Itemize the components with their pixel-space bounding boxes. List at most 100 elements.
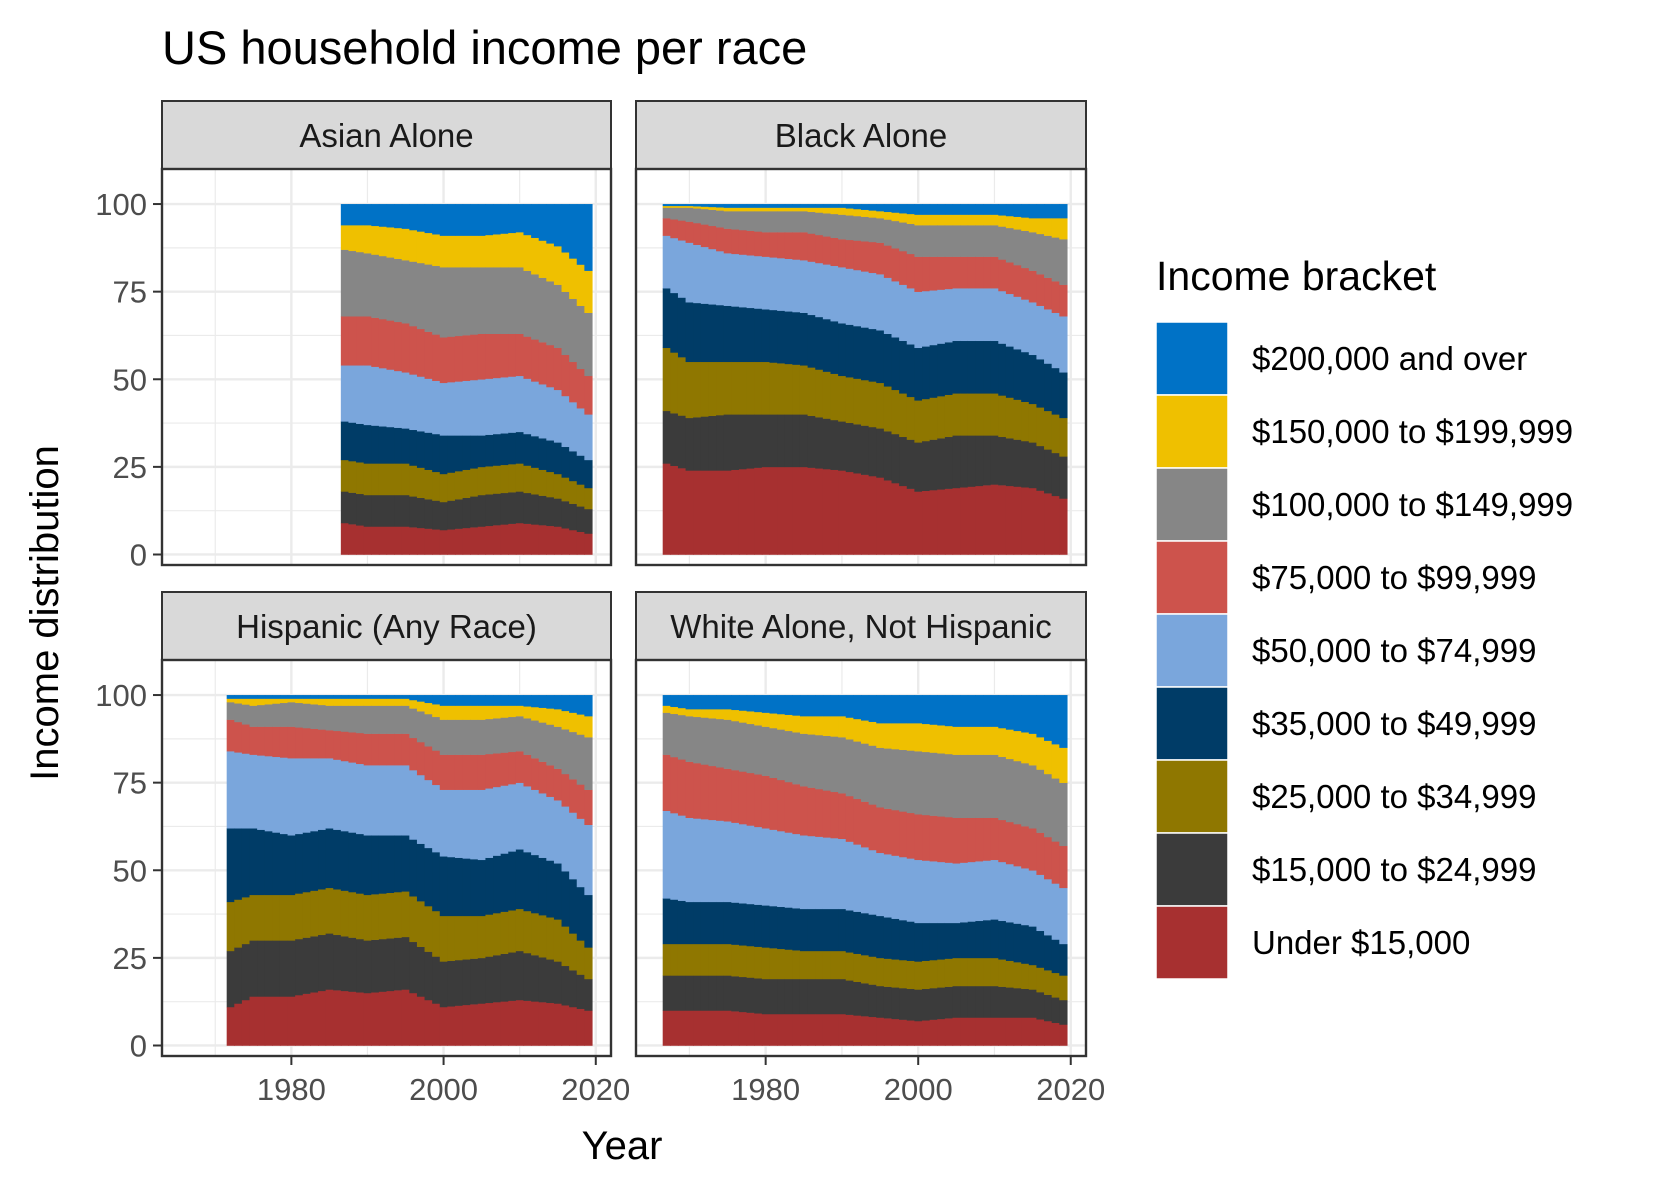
bar-2012-150-000-to-199-999 [531, 706, 540, 721]
legend-key-200-000-and-over [1155, 321, 1229, 396]
bar-1994-25-000-to-34-999 [868, 381, 877, 428]
bar-2007-75-000-to-99-999 [967, 256, 977, 289]
bar-1981-200-000-and-over [769, 695, 778, 714]
bar-1986-200-000-and-over [333, 695, 342, 699]
bar-1985-100-000-to-149-999 [325, 705, 334, 731]
bar-2000-25-000-to-34-999 [914, 961, 923, 990]
bar-1987-under-15-000 [815, 468, 824, 555]
bar-1998-under-15-000 [424, 528, 433, 555]
bar-1972-150-000-to-199-999 [700, 206, 710, 210]
bar-1996-50-000-to-74-999 [409, 770, 418, 840]
bar-1971-150-000-to-199-999 [693, 206, 702, 209]
bar-2008-under-15-000 [500, 1001, 509, 1046]
bar-1997-200-000-and-over [891, 695, 900, 724]
bar-1970-under-15-000 [685, 470, 694, 555]
bar-1991-100-000-to-149-999 [371, 254, 380, 318]
bar-2003-75-000-to-99-999 [937, 816, 946, 863]
bar-1974-75-000-to-99-999 [241, 724, 251, 754]
bar-2012-15-000-to-24-999 [531, 955, 540, 1002]
bar-2016-25-000-to-34-999 [561, 477, 570, 502]
bar-1983-35-000-to-49-999 [784, 907, 793, 950]
bar-2016-25-000-to-34-999 [1036, 407, 1045, 447]
bar-1996-75-000-to-99-999 [409, 325, 418, 375]
bar-1999-under-15-000 [432, 1003, 441, 1046]
bar-2018-15-000-to-24-999 [1051, 452, 1060, 497]
bar-2001-15-000-to-24-999 [447, 960, 456, 1007]
bar-1970-100-000-to-149-999 [685, 207, 694, 222]
bar-1992-50-000-to-74-999 [378, 765, 388, 836]
bar-1982-35-000-to-49-999 [777, 310, 786, 364]
bar-2006-15-000-to-24-999 [485, 494, 494, 527]
bar-1980-100-000-to-149-999 [761, 726, 771, 776]
bar-1988-15-000-to-24-999 [822, 418, 832, 470]
bar-2003-under-15-000 [937, 489, 946, 555]
bar-2007-75-000-to-99-999 [967, 817, 977, 863]
bar-2016-under-15-000 [1036, 490, 1045, 555]
bar-2008-15-000-to-24-999 [500, 492, 509, 525]
bar-1973-150-000-to-199-999 [708, 206, 717, 210]
bar-2009-35-000-to-49-999 [983, 920, 992, 959]
strip-label-black-alone: Black Alone [775, 117, 947, 154]
bar-2005-200-000-and-over [477, 204, 487, 236]
bar-1997-25-000-to-34-999 [891, 389, 900, 435]
bar-1999-25-000-to-34-999 [906, 396, 915, 440]
bar-2008-75-000-to-99-999 [500, 752, 509, 786]
bar-1983-50-000-to-74-999 [784, 832, 793, 908]
bar-2012-35-000-to-49-999 [531, 436, 540, 468]
bar-2015-15-000-to-24-999 [1028, 442, 1038, 489]
bar-2015-35-000-to-49-999 [1028, 926, 1038, 966]
bar-2015-35-000-to-49-999 [1028, 354, 1038, 405]
bar-2008-150-000-to-199-999 [975, 726, 984, 755]
bar-1999-75-000-to-99-999 [432, 334, 441, 381]
bar-1990-25-000-to-34-999 [363, 894, 372, 941]
bar-1996-75-000-to-99-999 [883, 245, 893, 278]
bar-1992-100-000-to-149-999 [853, 215, 862, 241]
bar-1996-150-000-to-199-999 [409, 699, 418, 709]
bar-2012-15-000-to-24-999 [1005, 438, 1015, 487]
bar-1993-15-000-to-24-999 [861, 983, 870, 1017]
bar-1983-75-000-to-99-999 [784, 781, 793, 833]
bar-1978-25-000-to-34-999 [272, 894, 281, 941]
bar-2014-15-000-to-24-999 [546, 959, 555, 1004]
bar-1992-15-000-to-24-999 [853, 981, 862, 1016]
bar-1973-150-000-to-199-999 [234, 698, 243, 704]
bar-1975-50-000-to-74-999 [723, 253, 732, 306]
bar-1992-75-000-to-99-999 [853, 240, 862, 271]
bar-1976-50-000-to-74-999 [731, 822, 740, 903]
bar-1968-under-15-000 [670, 1010, 679, 1046]
bar-2006-under-15-000 [960, 1017, 969, 1046]
bar-2009-50-000-to-74-999 [983, 288, 992, 342]
bar-2001-150-000-to-199-999 [922, 214, 931, 226]
bar-1987-100-000-to-149-999 [340, 705, 350, 732]
bar-1999-35-000-to-49-999 [432, 433, 441, 473]
legend-label-200-000-and-over: $200,000 and over [1252, 340, 1527, 377]
bar-1972-100-000-to-149-999 [226, 702, 235, 720]
bar-1989-25-000-to-34-999 [830, 373, 839, 421]
bar-2000-200-000-and-over [914, 204, 923, 215]
bar-2014-under-15-000 [546, 1002, 555, 1046]
bar-2012-50-000-to-74-999 [1005, 293, 1015, 347]
bar-2009-35-000-to-49-999 [508, 432, 517, 465]
bar-1991-200-000-and-over [371, 204, 380, 227]
bar-2011-150-000-to-199-999 [998, 215, 1007, 227]
bar-2012-75-000-to-99-999 [1005, 821, 1015, 865]
bar-1983-15-000-to-24-999 [784, 978, 793, 1015]
bar-2011-25-000-to-34-999 [998, 395, 1007, 438]
bar-1990-100-000-to-149-999 [838, 214, 847, 240]
bar-1989-15-000-to-24-999 [830, 978, 839, 1015]
bar-2006-35-000-to-49-999 [485, 857, 494, 915]
bar-1970-under-15-000 [685, 1010, 694, 1046]
bar-2015-200-000-and-over [553, 204, 563, 247]
bar-1999-100-000-to-149-999 [906, 223, 915, 255]
bar-2007-200-000-and-over [967, 695, 977, 727]
bar-1988-under-15-000 [348, 991, 357, 1046]
bar-1969-200-000-and-over [677, 695, 687, 709]
bar-1975-150-000-to-199-999 [723, 709, 732, 720]
bar-1981-150-000-to-199-999 [769, 713, 778, 729]
bar-2007-15-000-to-24-999 [967, 985, 977, 1018]
bar-2004-15-000-to-24-999 [470, 496, 479, 528]
bar-2001-75-000-to-99-999 [447, 754, 456, 790]
bar-1971-under-15-000 [693, 470, 702, 555]
bar-2002-75-000-to-99-999 [454, 754, 464, 790]
bar-1979-50-000-to-74-999 [754, 255, 763, 309]
